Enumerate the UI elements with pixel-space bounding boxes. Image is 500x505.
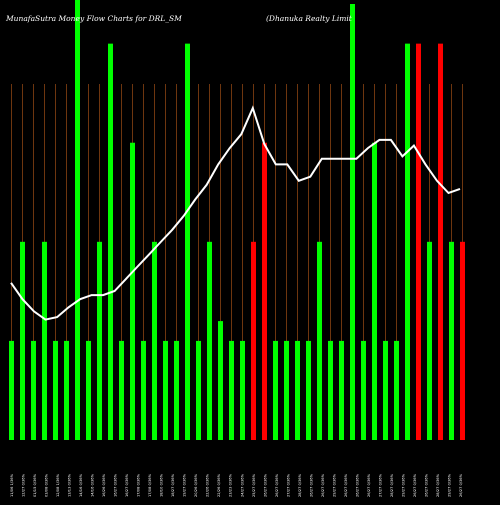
money-flow-bar (20, 241, 25, 440)
x-tick-label: 01/15 0/36% (33, 473, 37, 497)
money-flow-bar (53, 340, 58, 440)
money-flow-bar (42, 241, 47, 440)
x-tick-label: 22/26 0/36% (217, 473, 221, 497)
x-tick-label: 26/27 0/36% (321, 473, 325, 497)
x-tick-label: 16/27 0/36% (125, 473, 129, 497)
x-tick-label: 26/27 0/36% (309, 473, 313, 497)
money-flow-bar (119, 340, 124, 440)
x-tick-label: 13/13 0/36% (68, 473, 72, 497)
money-flow-bar (361, 340, 366, 440)
x-tick-label: 03/08 0/36% (45, 473, 49, 497)
x-tick-label: 14/16 0/36% (79, 473, 83, 497)
money-flow-bar (383, 340, 388, 440)
money-flow-bar (207, 241, 212, 440)
x-tick-label: 24/27 0/36% (240, 473, 244, 497)
money-flow-line (10, 105, 461, 321)
x-tick-label: 11/06 1/36% (10, 473, 14, 497)
x-tick-label: 29/27 0/36% (332, 473, 336, 497)
x-tick-label: 17/08 0/36% (148, 473, 152, 497)
money-flow-bar (31, 340, 36, 440)
money-flow-bar (295, 340, 300, 440)
money-flow-bar (416, 43, 421, 440)
x-tick-label: 27/27 0/36% (286, 473, 290, 497)
money-flow-bar (251, 241, 256, 440)
x-tick-label: 26/27 0/36% (367, 473, 371, 497)
money-flow-bar (141, 340, 146, 440)
x-tick-label: 27/27 0/36% (378, 473, 382, 497)
x-tick-label: 12/27 0/36% (22, 473, 26, 497)
money-flow-bar (152, 241, 157, 440)
x-tick-label: 26/27 0/36% (263, 473, 267, 497)
x-tick-label: 26/27 0/36% (344, 473, 348, 497)
money-flow-bar (229, 340, 234, 440)
money-flow-bar (130, 142, 135, 441)
money-flow-bar (273, 340, 278, 440)
money-flow-bar (196, 340, 201, 440)
money-flow-bar (75, 0, 80, 441)
x-tick-label: 28/27 0/36% (298, 473, 302, 497)
money-flow-bar (174, 340, 179, 440)
money-flow-bar (163, 340, 168, 440)
x-tick-label: 12/08 1/36% (56, 473, 60, 497)
money-flow-bar (240, 340, 245, 440)
money-flow-bar (372, 142, 377, 441)
x-tick-label: 26/27 0/36% (275, 473, 279, 497)
x-tick-label: 14/16 0/36% (91, 473, 95, 497)
chart-subtitle: (Dhanuka Realty Limit (266, 14, 352, 23)
x-tick-label: 26/27 0/36% (355, 473, 359, 497)
money-flow-bar (86, 340, 91, 440)
money-flow-bar (339, 340, 344, 440)
x-tick-label: 25/27 0/36% (252, 473, 256, 497)
x-tick-label: 23/23 0/36% (229, 473, 233, 497)
x-tick-label: 18/27 0/36% (171, 473, 175, 497)
money-flow-bar (438, 43, 443, 440)
money-flow-bar (284, 340, 289, 440)
money-flow-bar (405, 43, 410, 440)
money-flow-bar (328, 340, 333, 440)
x-tick-label: 29/27 0/36% (448, 473, 452, 497)
money-flow-bar (306, 340, 311, 440)
x-tick-label: 26/27 0/36% (413, 473, 417, 497)
x-tick-label: 26/27 0/36% (425, 473, 429, 497)
money-flow-bar (108, 43, 113, 440)
money-flow-bar (350, 4, 355, 440)
money-flow-bar (449, 241, 454, 440)
money-flow-bar (317, 241, 322, 440)
x-tick-label: 26/27 0/36% (459, 473, 463, 497)
money-flow-bar (460, 241, 465, 440)
money-flow-bar (64, 340, 69, 440)
x-tick-label: 22/26 0/36% (206, 473, 210, 497)
money-flow-bar (9, 340, 14, 440)
money-flow-bar (394, 340, 399, 440)
money-flow-bar (97, 241, 102, 440)
x-tick-label: 28/27 0/36% (390, 473, 394, 497)
x-tick-label: 16/26 0/36% (102, 473, 106, 497)
x-tick-label: 16/27 0/36% (114, 473, 118, 497)
x-tick-label: 17/08 0/36% (137, 473, 141, 497)
money-flow-bar (185, 43, 190, 440)
x-tick-label: 29/27 0/36% (401, 473, 405, 497)
money-flow-bar (262, 142, 267, 441)
money-flow-bar (427, 241, 432, 440)
x-tick-label: 19/27 0/36% (183, 473, 187, 497)
x-tick-label: 20/26 0/36% (194, 473, 198, 497)
money-flow-bar (218, 321, 223, 440)
chart-title: MunafaSutra Money Flow Charts for DRL_SM (6, 14, 182, 23)
x-tick-label: 28/27 0/36% (436, 473, 440, 497)
x-tick-label: 18/10 0/36% (160, 473, 164, 497)
